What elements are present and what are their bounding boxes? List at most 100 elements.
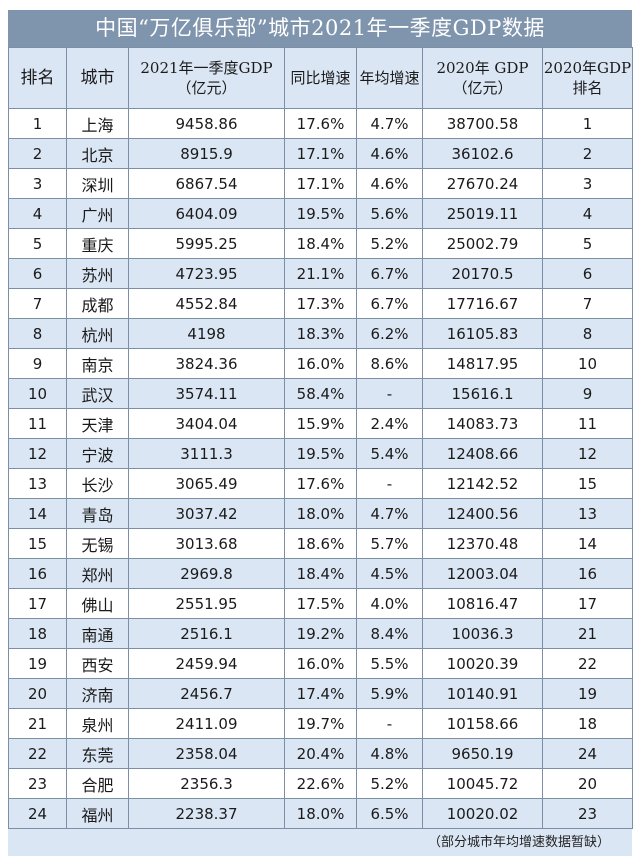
yoy-growth-cell: 19.7% (284, 708, 357, 739)
rank-2020-cell: 21 (542, 618, 633, 649)
table-row: 15 无锡 3013.68 18.6% 5.7% 12370.48 14 (8, 528, 633, 559)
gdp-2020-cell: 14083.73 (422, 408, 543, 439)
table-row: 18 南通 2516.1 19.2% 8.4% 10036.3 21 (8, 618, 633, 649)
yoy-growth-cell: 17.3% (284, 288, 357, 319)
yoy-growth-cell: 17.1% (284, 138, 357, 169)
table-row: 23 合肥 2356.3 22.6% 5.2% 10045.72 20 (8, 768, 633, 799)
city-cell: 宁波 (66, 438, 129, 469)
rank-cell: 23 (8, 768, 67, 799)
rank-2020-cell: 20 (542, 768, 633, 799)
rank-2020-cell: 13 (542, 498, 633, 529)
city-cell: 南京 (66, 348, 129, 379)
rank-cell: 4 (8, 198, 67, 229)
city-cell: 佛山 (66, 588, 129, 619)
q1-gdp-cell: 2456.7 (128, 678, 285, 709)
gdp-2020-cell: 16105.83 (422, 318, 543, 349)
city-cell: 福州 (66, 798, 129, 829)
yoy-growth-cell: 18.4% (284, 228, 357, 259)
annual-growth-cell: 4.6% (356, 138, 423, 169)
city-cell: 上海 (66, 108, 129, 139)
q1-gdp-cell: 4552.84 (128, 288, 285, 319)
rank-cell: 17 (8, 588, 67, 619)
header-row: 排名 城市 2021年一季度GDP（亿元） 同比增速 年均增速 2020年 GD… (8, 47, 633, 109)
rank-cell: 15 (8, 528, 67, 559)
table-row: 6 苏州 4723.95 21.1% 6.7% 20170.5 6 (8, 258, 633, 289)
table-row: 11 天津 3404.04 15.9% 2.4% 14083.73 11 (8, 408, 633, 439)
gdp-2020-cell: 10020.02 (422, 798, 543, 829)
rank-cell: 8 (8, 318, 67, 349)
city-cell: 深圳 (66, 168, 129, 199)
city-cell: 杭州 (66, 318, 129, 349)
table-row: 13 长沙 3065.49 17.6% -12142.52 15 (8, 468, 633, 499)
city-cell: 北京 (66, 138, 129, 169)
annual-growth-cell: 4.6% (356, 168, 423, 199)
q1-gdp-cell: 3065.49 (128, 468, 285, 499)
q1-gdp-cell: 3824.36 (128, 348, 285, 379)
rank-2020-cell: 14 (542, 528, 633, 559)
annual-growth-cell: 5.4% (356, 438, 423, 469)
rank-2020-cell: 3 (542, 168, 633, 199)
city-cell: 郑州 (66, 558, 129, 589)
header-rank: 排名 (8, 47, 67, 109)
gdp-2020-cell: 10020.39 (422, 648, 543, 679)
yoy-growth-cell: 19.5% (284, 438, 357, 469)
city-cell: 泉州 (66, 708, 129, 739)
gdp-2020-cell: 25019.11 (422, 198, 543, 229)
table-row: 22 东莞 2358.04 20.4% 4.8% 9650.19 24 (8, 738, 633, 769)
q1-gdp-cell: 2551.95 (128, 588, 285, 619)
table-body: 1 上海 9458.86 17.6% 4.7% 38700.58 1 2 北京 8915.9 17.… (8, 108, 633, 829)
gdp-2020-cell: 10140.91 (422, 678, 543, 709)
rank-2020-cell: 4 (542, 198, 633, 229)
gdp-2020-cell: 12003.04 (422, 558, 543, 589)
gdp-2020-cell: 27670.24 (422, 168, 543, 199)
header-yoy-growth: 同比增速 (284, 47, 357, 109)
gdp-table-sheet: 中国“万亿俱乐部”城市2021年一季度GDP数据 排名 城市 2021年一季度G… (8, 10, 633, 856)
annual-growth-cell: 4.0% (356, 588, 423, 619)
rank-2020-cell: 6 (542, 258, 633, 289)
rank-2020-cell: 16 (542, 558, 633, 589)
gdp-2020-cell: 17716.67 (422, 288, 543, 319)
city-cell: 合肥 (66, 768, 129, 799)
yoy-growth-cell: 58.4% (284, 378, 357, 409)
city-cell: 南通 (66, 618, 129, 649)
q1-gdp-cell: 9458.86 (128, 108, 285, 139)
yoy-growth-cell: 17.5% (284, 588, 357, 619)
gdp-2020-cell: 12370.48 (422, 528, 543, 559)
rank-cell: 18 (8, 618, 67, 649)
gdp-table: 排名 城市 2021年一季度GDP（亿元） 同比增速 年均增速 2020年 GD… (8, 47, 633, 829)
table-row: 12 宁波 3111.3 19.5% 5.4% 12408.66 12 (8, 438, 633, 469)
rank-2020-cell: 8 (542, 318, 633, 349)
table-row: 5 重庆 5995.25 18.4% 5.2% 25002.79 5 (8, 228, 633, 259)
table-row: 3 深圳 6867.54 17.1% 4.6% 27670.24 3 (8, 168, 633, 199)
city-cell: 无锡 (66, 528, 129, 559)
q1-gdp-cell: 2358.04 (128, 738, 285, 769)
yoy-growth-cell: 19.2% (284, 618, 357, 649)
annual-growth-cell: 4.7% (356, 498, 423, 529)
rank-2020-cell: 7 (542, 288, 633, 319)
rank-cell: 21 (8, 708, 67, 739)
annual-growth-cell: 5.2% (356, 768, 423, 799)
gdp-2020-cell: 12142.52 (422, 468, 543, 499)
rank-2020-cell: 10 (542, 348, 633, 379)
city-cell: 西安 (66, 648, 129, 679)
footnote: （部分城市年均增速数据暂缺） (8, 829, 632, 856)
gdp-2020-cell: 36102.6 (422, 138, 543, 169)
annual-growth-cell: 5.5% (356, 648, 423, 679)
annual-growth-cell: 5.6% (356, 198, 423, 229)
yoy-growth-cell: 15.9% (284, 408, 357, 439)
city-cell: 重庆 (66, 228, 129, 259)
table-row: 24 福州 2238.37 18.0% 6.5% 10020.02 23 (8, 798, 633, 829)
rank-cell: 13 (8, 468, 67, 499)
city-cell: 长沙 (66, 468, 129, 499)
table-row: 1 上海 9458.86 17.6% 4.7% 38700.58 1 (8, 108, 633, 139)
annual-growth-cell: 6.7% (356, 288, 423, 319)
table-row: 7 成都 4552.84 17.3% 6.7% 17716.67 7 (8, 288, 633, 319)
rank-cell: 9 (8, 348, 67, 379)
table-row: 8 杭州 4198 18.3% 6.2% 16105.83 8 (8, 318, 633, 349)
q1-gdp-cell: 8915.9 (128, 138, 285, 169)
city-cell: 苏州 (66, 258, 129, 289)
rank-2020-cell: 17 (542, 588, 633, 619)
table-row: 19 西安 2459.94 16.0% 5.5% 10020.39 22 (8, 648, 633, 679)
table-row: 14 青岛 3037.42 18.0% 4.7% 12400.56 13 (8, 498, 633, 529)
table-title: 中国“万亿俱乐部”城市2021年一季度GDP数据 (8, 10, 632, 47)
